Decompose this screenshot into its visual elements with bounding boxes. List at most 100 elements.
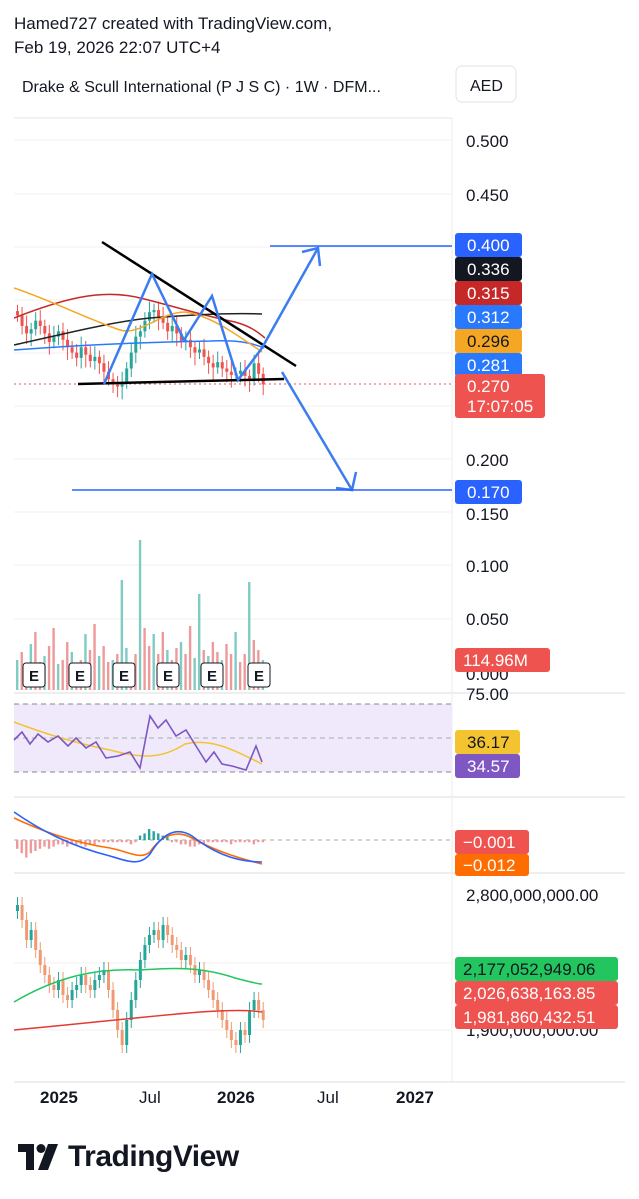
- macd-signal-label-text: −0.012: [463, 856, 515, 875]
- earnings-marker[interactable]: [200, 662, 224, 688]
- candle-body: [238, 370, 242, 374]
- volume-bar: [66, 642, 69, 690]
- candle-body: [120, 382, 124, 387]
- macd-bar: [70, 840, 73, 845]
- label-0296: [455, 329, 522, 353]
- label-0281: [455, 353, 522, 377]
- earnings-marker[interactable]: [22, 662, 46, 688]
- volume-label: [455, 648, 550, 672]
- volume-tick: 0.050: [466, 610, 509, 629]
- volume-bar: [143, 628, 146, 690]
- custom-body: [129, 1000, 133, 1020]
- volume-bar: [61, 660, 64, 690]
- ma-black-line: [14, 312, 263, 346]
- macd-bar: [166, 835, 169, 840]
- earnings-marker[interactable]: [68, 662, 92, 688]
- up-arrow-shaft: [260, 247, 320, 349]
- currency-box[interactable]: [455, 65, 517, 103]
- volume-bar: [238, 662, 242, 690]
- rsi-label-text: 34.57: [467, 757, 510, 776]
- down-arrow-shaft: [280, 371, 354, 491]
- custom-body: [43, 965, 47, 975]
- custom-body: [166, 925, 170, 935]
- macd-bar: [238, 840, 242, 843]
- volume-bar: [120, 580, 124, 690]
- volume-bar: [243, 654, 246, 690]
- macd-bar: [138, 835, 142, 840]
- volume-tick: 0.100: [466, 557, 509, 576]
- candle-body: [43, 326, 47, 334]
- macd-signal-label: [455, 854, 529, 876]
- candle-body: [84, 347, 88, 355]
- macd-signal-line: [13, 817, 263, 865]
- label-0315-text: 0.315: [467, 284, 510, 303]
- macd-bar: [143, 833, 146, 840]
- candle-body: [175, 326, 179, 334]
- volume-bar: [97, 656, 101, 690]
- volume-bar: [138, 540, 142, 690]
- macd-bar: [170, 840, 174, 843]
- label-0336: [455, 257, 522, 281]
- custom-body: [79, 975, 83, 985]
- macd-bar: [47, 840, 51, 849]
- earnings-marker[interactable]: [247, 662, 271, 688]
- macd-bar: [184, 840, 187, 845]
- custom-body: [70, 990, 74, 1000]
- custom-body: [75, 985, 79, 990]
- candle-body: [216, 362, 220, 368]
- candle-body: [88, 354, 92, 362]
- volume-bar: [188, 626, 192, 690]
- label-0281-text: 0.281: [467, 356, 510, 375]
- label-0400: [455, 233, 522, 257]
- label-0400-text: 0.400: [467, 236, 510, 255]
- custom-body: [170, 935, 174, 945]
- zigzag-swing-line: [102, 271, 263, 385]
- volume-bar: [20, 652, 23, 690]
- custom-body: [120, 1030, 124, 1045]
- candle-body: [225, 368, 229, 372]
- price-tick: 0.450: [466, 186, 509, 205]
- tradingview-logo[interactable]: TradingView: [18, 1140, 239, 1174]
- macd-bar: [29, 840, 33, 854]
- macd-bar: [220, 840, 224, 843]
- macd-bar: [56, 840, 60, 845]
- price-tick: 0.200: [466, 451, 509, 470]
- candle-body: [70, 347, 74, 353]
- candle-body: [243, 370, 247, 376]
- candle-body: [79, 347, 83, 358]
- macd-bar: [207, 840, 210, 843]
- price-candles: [16, 301, 265, 400]
- earnings-marker[interactable]: [156, 662, 180, 688]
- time-tick: Jul: [139, 1088, 161, 1107]
- candle-body: [52, 336, 56, 342]
- candle-body: [129, 352, 133, 369]
- macd-bar: [34, 840, 37, 851]
- volume-bar: [56, 664, 60, 690]
- candle-body: [61, 331, 65, 340]
- macd-hist-label: [455, 830, 529, 854]
- custom-body: [175, 945, 179, 950]
- candle-body: [211, 363, 215, 368]
- macd-bar: [52, 840, 55, 847]
- label-0312-text: 0.312: [467, 308, 510, 327]
- custom-body: [184, 955, 188, 960]
- price-tick: 0.150: [466, 505, 509, 524]
- earnings-marker-text: E: [207, 668, 217, 685]
- custom-body: [66, 995, 70, 1000]
- volume-bar: [47, 646, 51, 690]
- macd-bar: [152, 831, 155, 840]
- earnings-marker-text: E: [75, 668, 85, 685]
- macd-bar: [134, 840, 137, 843]
- currency-label: AED: [470, 78, 503, 95]
- custom-body: [84, 975, 88, 985]
- custom-body: [52, 985, 56, 990]
- custom-body: [38, 950, 42, 965]
- custom-body: [220, 1010, 224, 1020]
- custom-body: [25, 920, 29, 940]
- custom-red-label-1-text: 2,026,638,163.85: [463, 984, 595, 1003]
- candle-body: [66, 339, 70, 348]
- earnings-marker[interactable]: [112, 662, 136, 688]
- pattern-drawings[interactable]: [72, 240, 452, 492]
- custom-body: [107, 970, 110, 990]
